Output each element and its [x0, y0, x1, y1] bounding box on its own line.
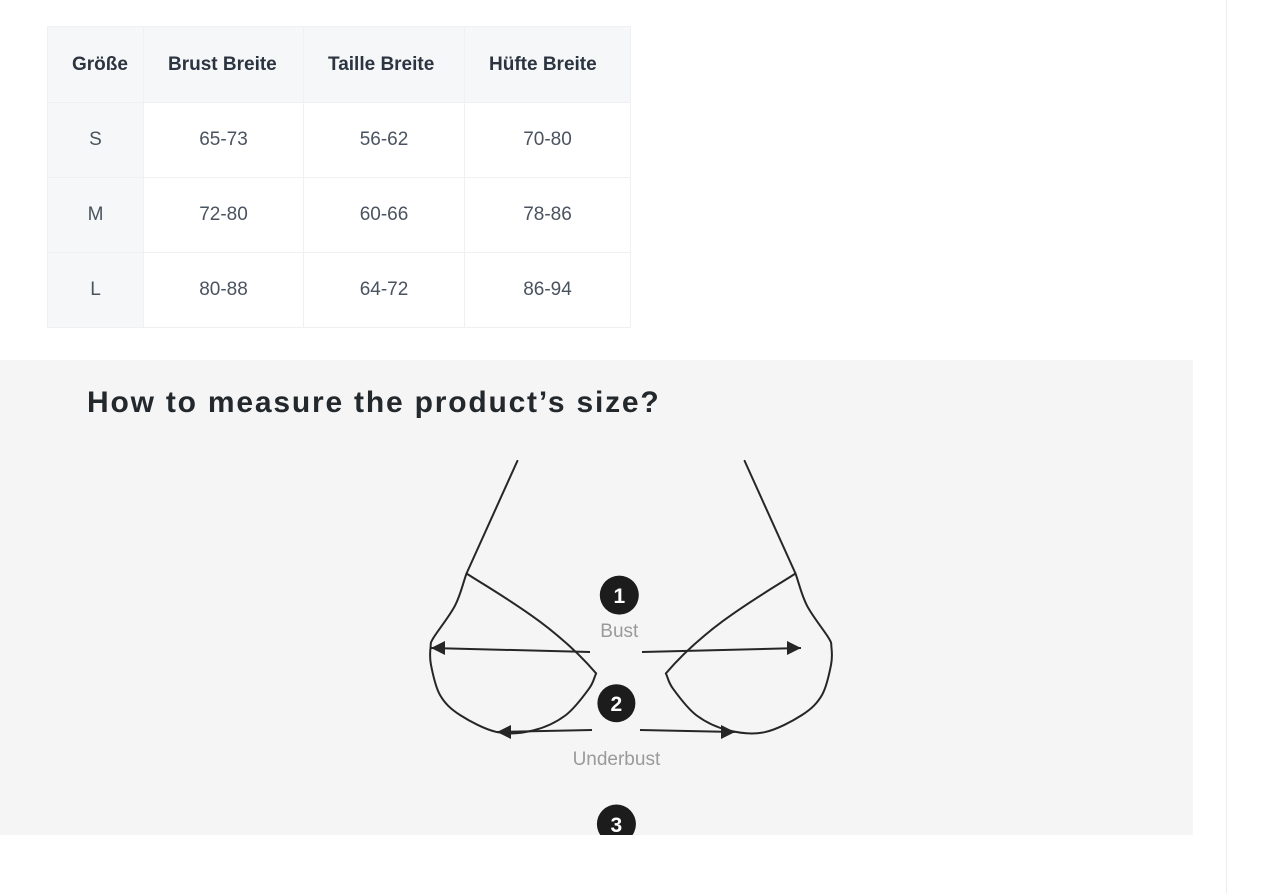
svg-text:Underbust: Underbust: [573, 749, 661, 770]
svg-text:1: 1: [613, 585, 625, 608]
svg-text:Bust: Bust: [600, 621, 639, 642]
svg-text:2: 2: [611, 693, 623, 716]
svg-text:3: 3: [611, 814, 623, 835]
